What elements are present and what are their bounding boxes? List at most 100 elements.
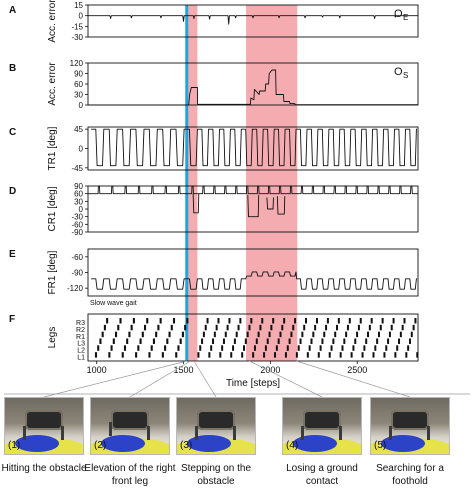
stance-mark — [299, 338, 302, 344]
stance-mark — [244, 338, 247, 344]
obstacle-plate — [101, 435, 145, 452]
stance-mark — [303, 324, 306, 331]
panel-frame — [87, 313, 419, 362]
panel-letter: C — [9, 127, 16, 138]
stance-mark — [103, 324, 106, 331]
stance-mark — [141, 331, 144, 338]
stance-mark — [281, 324, 284, 331]
y-tick-label: -60 — [71, 220, 83, 229]
stance-mark — [357, 324, 360, 331]
stance-mark — [119, 318, 122, 324]
stance-mark — [237, 324, 240, 331]
stance-mark — [263, 352, 266, 358]
panel-note: Slow wave gait — [90, 300, 137, 307]
stance-mark — [374, 345, 377, 351]
y-tick-label: 90 — [74, 182, 83, 191]
y-axis-label: CR1 [deg] — [47, 186, 58, 231]
stance-mark — [255, 338, 258, 344]
stance-mark — [350, 352, 353, 358]
stance-mark — [94, 352, 98, 358]
x-tick-label: 1000 — [87, 365, 107, 375]
robot-leg — [301, 426, 304, 440]
stance-mark — [416, 352, 419, 358]
y-tick-label: -90 — [71, 228, 83, 237]
robot-leg — [195, 426, 198, 440]
stance-mark — [390, 324, 393, 331]
stance-mark — [356, 331, 359, 338]
stance-mark — [197, 352, 200, 358]
stance-mark — [363, 345, 366, 351]
leg-row-label: R2 — [76, 327, 85, 334]
robot-body — [303, 410, 341, 430]
series-line — [88, 15, 418, 25]
y-axis-label: Acc. error — [47, 62, 58, 106]
stance-mark — [213, 331, 216, 338]
robot-leg — [339, 426, 342, 440]
series-line — [88, 69, 418, 106]
stance-mark — [204, 324, 207, 331]
stance-mark — [337, 318, 340, 324]
stance-mark — [132, 318, 135, 324]
photo-caption: Searching for a foothold — [376, 463, 444, 487]
y-tick-label: 0 — [79, 12, 84, 21]
stance-mark — [266, 338, 269, 344]
stance-mark — [186, 318, 189, 324]
series-line — [91, 128, 417, 167]
stance-mark — [376, 338, 379, 344]
stance-mark — [152, 338, 155, 344]
stance-mark — [175, 352, 178, 358]
stance-mark — [410, 331, 413, 338]
stance-mark — [121, 352, 124, 358]
stance-mark — [286, 345, 289, 351]
stance-mark — [361, 352, 364, 358]
robot-body — [25, 410, 63, 430]
stance-mark — [405, 352, 408, 358]
robot-leg — [147, 426, 150, 440]
stance-mark — [279, 331, 282, 338]
stance-mark — [101, 331, 104, 338]
stance-mark — [365, 338, 368, 344]
stance-mark — [372, 352, 375, 358]
stance-mark — [283, 318, 286, 324]
y-tick-label: 30 — [74, 91, 83, 100]
leg-row-label: L3 — [77, 341, 85, 348]
y-tick-label: 120 — [70, 59, 84, 68]
stance-mark — [219, 352, 222, 358]
highlight-band — [185, 5, 189, 361]
stance-mark — [215, 324, 218, 331]
series-line — [247, 194, 260, 218]
stance-mark — [370, 318, 373, 324]
stance-mark — [226, 324, 229, 331]
photo-stepping-on-obstacle: (3) — [176, 397, 256, 455]
stance-mark — [274, 352, 277, 358]
obstacle-plate — [381, 435, 425, 452]
stance-mark — [117, 324, 120, 331]
photo-connector — [193, 360, 217, 398]
stance-mark — [130, 324, 133, 331]
stance-mark — [277, 338, 280, 344]
robot-body — [111, 410, 149, 430]
stance-mark — [212, 338, 215, 344]
stance-mark — [257, 331, 260, 338]
stance-mark — [398, 338, 401, 344]
panel-letter: D — [9, 186, 16, 197]
y-tick-label: -30 — [71, 33, 83, 42]
photo-number: (2) — [94, 440, 107, 451]
robot-leg — [427, 426, 430, 440]
stance-mark — [181, 331, 184, 338]
stance-mark — [259, 324, 262, 331]
stance-mark — [323, 331, 326, 338]
stance-mark — [235, 331, 238, 338]
stance-mark — [385, 345, 388, 351]
stance-mark — [388, 331, 391, 338]
y-axis-label: Acc. error — [47, 0, 58, 43]
stance-mark — [315, 318, 318, 324]
stance-mark — [314, 324, 317, 331]
stance-mark — [297, 345, 300, 351]
photo-elevation-front-leg: (2) — [90, 397, 170, 455]
stance-mark — [110, 345, 113, 351]
stance-mark — [330, 345, 333, 351]
stance-mark — [317, 352, 320, 358]
stance-mark — [199, 345, 202, 351]
inset-label: O — [394, 8, 403, 20]
